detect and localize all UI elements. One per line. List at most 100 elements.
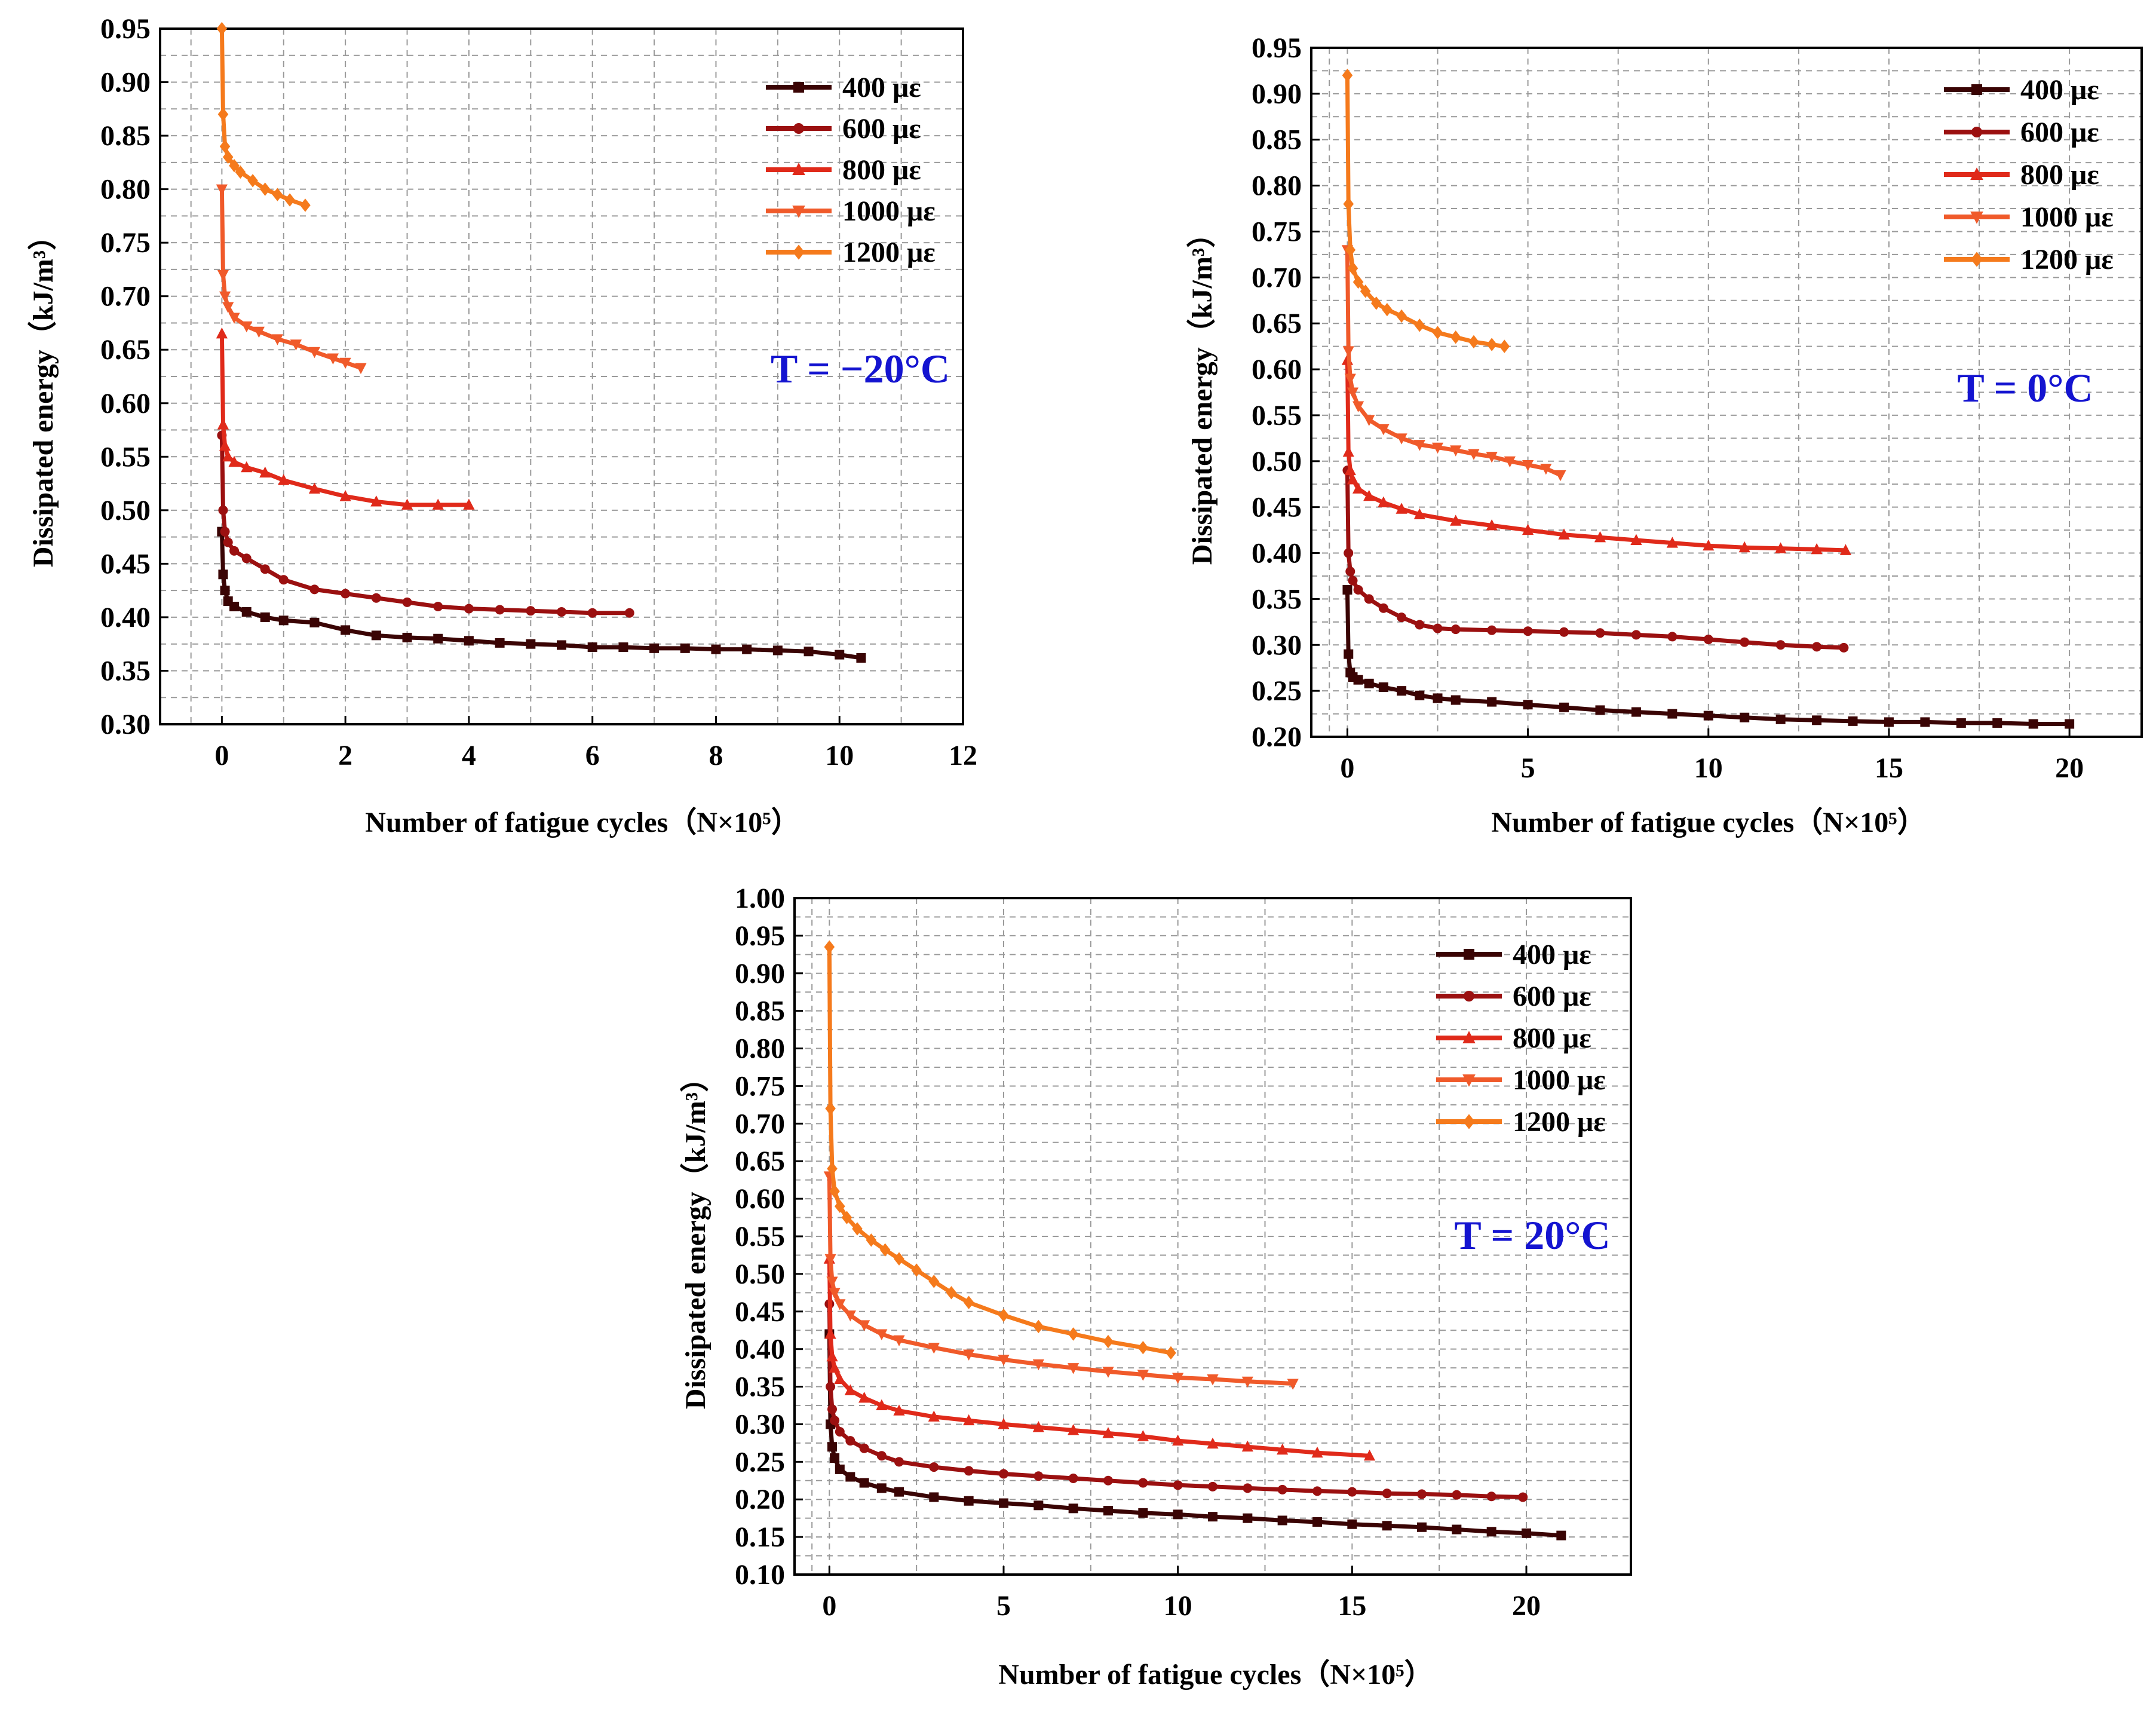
data-point (928, 1275, 940, 1288)
data-point (370, 495, 382, 507)
series-400-με (1342, 585, 2075, 729)
data-point (844, 1384, 856, 1395)
y-tick-label: 0.70 (1252, 262, 1302, 293)
data-point (1559, 627, 1569, 637)
legend-marker (792, 163, 805, 175)
y-tick-label: 0.20 (735, 1484, 785, 1515)
data-point (829, 1361, 841, 1373)
y-axis-label: Dissipated energy（kJ/m³） (27, 222, 59, 567)
data-point (1378, 424, 1390, 436)
data-point (271, 334, 284, 345)
data-point (1241, 1376, 1253, 1388)
data-point (341, 625, 351, 635)
data-point (355, 363, 367, 375)
y-tick-label: 0.50 (735, 1258, 785, 1290)
legend-entry: 1200 με (766, 237, 936, 268)
data-point (229, 159, 240, 173)
data-point (1703, 635, 1713, 645)
data-point (834, 1373, 846, 1384)
data-point (1378, 496, 1390, 507)
data-point (1450, 330, 1461, 344)
y-tick-label: 0.85 (735, 996, 785, 1027)
data-point (618, 642, 628, 653)
data-point (1450, 624, 1461, 635)
series-1200-με (1342, 68, 1510, 353)
y-tick-label: 1.00 (735, 883, 785, 914)
legend-label: 800 με (842, 154, 921, 186)
x-axis-label: Number of fatigue cycles（N×10⁵） (998, 1659, 1433, 1690)
data-point (219, 291, 231, 303)
data-point (1363, 489, 1375, 501)
data-point (217, 269, 229, 281)
data-point (827, 1162, 838, 1175)
y-tick-label: 0.70 (735, 1108, 785, 1140)
x-tick-label: 10 (825, 740, 854, 771)
data-point (1666, 537, 1678, 548)
data-point (1540, 464, 1552, 475)
data-point (1353, 675, 1363, 685)
series-600-με (1342, 465, 1849, 653)
data-point (1452, 1490, 1462, 1500)
data-point (1342, 446, 1354, 457)
data-point (772, 645, 783, 656)
data-point (218, 505, 228, 515)
legend-entry: 800 με (1436, 1022, 1591, 1054)
data-point (964, 1496, 974, 1506)
data-point (911, 1263, 922, 1277)
data-point (1347, 1519, 1357, 1529)
data-point (1740, 712, 1750, 722)
y-tick-label: 0.45 (100, 548, 151, 580)
data-point (998, 1308, 1009, 1322)
data-point (464, 636, 474, 646)
y-tick-label: 0.25 (735, 1446, 785, 1478)
legend-entry: 1200 με (1944, 244, 2114, 275)
y-tick-label: 0.85 (100, 120, 151, 152)
y-tick-label: 0.55 (735, 1221, 785, 1252)
legend-entry: 400 με (1944, 74, 2099, 106)
data-point (1137, 1370, 1149, 1381)
data-point (1450, 445, 1462, 457)
data-point (1360, 284, 1371, 298)
data-point (1486, 452, 1498, 463)
data-point (1556, 1530, 1566, 1541)
data-point (859, 1478, 869, 1488)
legend-label: 1200 με (1513, 1106, 1606, 1138)
data-point (1378, 603, 1388, 613)
legend-label: 800 με (2020, 159, 2099, 191)
legend-label: 1200 με (2020, 244, 2114, 275)
y-tick-label: 0.80 (100, 174, 151, 206)
data-point (1956, 718, 1966, 728)
y-tick-label: 0.90 (735, 958, 785, 990)
data-point (1433, 693, 1443, 703)
legend-entry: 600 με (1436, 981, 1591, 1012)
data-point (876, 1329, 888, 1340)
data-point (826, 1382, 836, 1392)
data-point (1033, 1471, 1044, 1481)
data-point (711, 644, 721, 654)
data-point (327, 353, 339, 365)
data-point (278, 474, 290, 485)
data-point (341, 589, 351, 599)
data-point (1345, 566, 1355, 577)
data-point (1312, 1517, 1322, 1527)
data-point (229, 602, 240, 612)
plot-frame (1310, 47, 2143, 738)
data-point (1032, 1421, 1044, 1432)
data-point (1344, 548, 1354, 558)
legend-marker (792, 206, 805, 218)
data-point (557, 607, 566, 617)
data-point (2065, 719, 2075, 729)
series-1200-με (824, 940, 1176, 1360)
data-point (526, 606, 536, 616)
data-point (1522, 523, 1534, 535)
y-tick-label: 0.45 (735, 1296, 785, 1328)
data-point (1397, 612, 1407, 623)
data-point (929, 1492, 939, 1502)
legend-label: 400 με (1513, 939, 1591, 970)
legend-label: 400 με (842, 72, 921, 103)
data-point (1137, 1340, 1149, 1355)
data-point (1243, 1483, 1253, 1493)
y-tick-label: 0.50 (1252, 446, 1302, 477)
data-point (587, 608, 597, 618)
data-point (829, 1184, 840, 1198)
